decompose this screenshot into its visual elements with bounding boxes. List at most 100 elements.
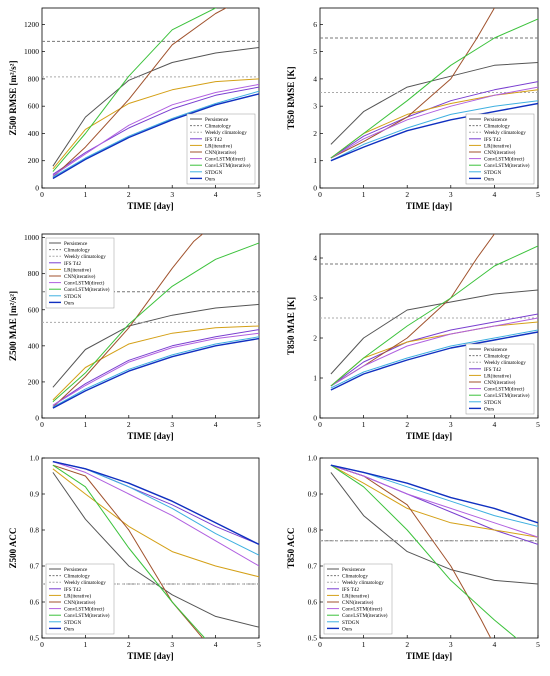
y-tick-label: 600 bbox=[28, 102, 40, 111]
legend-entry: Climatology bbox=[342, 574, 368, 580]
legend-entry: STDGN bbox=[64, 294, 82, 300]
legend-entry: ConvLSTM(iterative) bbox=[342, 612, 388, 619]
legend-entry: CNN(iterative) bbox=[64, 599, 96, 606]
series-line-stdgn bbox=[330, 329, 538, 389]
legend-entry: Weekly climatology bbox=[205, 130, 247, 136]
x-tick-label: 3 bbox=[449, 190, 453, 199]
legend-entry: LR(iterative) bbox=[64, 266, 91, 273]
series-line-ifs-t42 bbox=[52, 329, 259, 406]
x-tick-label: 1 bbox=[362, 420, 366, 429]
y-tick-label: 3 bbox=[313, 294, 317, 303]
x-tick-label: 5 bbox=[536, 640, 540, 649]
y-tick-label: 0.7 bbox=[308, 562, 318, 571]
legend-entry: LR(iterative) bbox=[484, 142, 511, 149]
x-tick-label: 0 bbox=[40, 420, 44, 429]
legend-entry: STDGN bbox=[484, 400, 502, 406]
series-line-ours bbox=[330, 464, 538, 524]
series-line-cnn-iterative- bbox=[52, 8, 228, 178]
y-axis-label: Z500 ACC bbox=[8, 528, 18, 569]
series-line-convlstm-iterative- bbox=[330, 245, 538, 387]
series-line-convlstm-direct- bbox=[330, 86, 538, 159]
y-axis-label: T850 MAE [K] bbox=[286, 297, 296, 355]
x-tick-label: 3 bbox=[170, 420, 174, 429]
series-line-stdgn bbox=[52, 90, 259, 178]
legend-entry: Climatology bbox=[64, 248, 90, 254]
y-tick-label: 5 bbox=[313, 47, 317, 56]
x-tick-label: 5 bbox=[536, 420, 540, 429]
legend-entry: Climatology bbox=[484, 124, 510, 130]
series-line-persistence bbox=[330, 62, 538, 145]
legend-entry: Persistence bbox=[484, 347, 508, 353]
series-line-convlstm-iterative- bbox=[52, 242, 259, 403]
y-tick-label: 600 bbox=[28, 305, 40, 314]
x-axis-label: TIME [day] bbox=[127, 431, 173, 441]
y-tick-label: 1000 bbox=[24, 47, 39, 56]
x-tick-label: 5 bbox=[257, 640, 261, 649]
x-tick-label: 5 bbox=[257, 190, 261, 199]
legend-entry: ConvLSTM(iterative) bbox=[64, 286, 110, 293]
y-axis-label: T850 RMSE [K] bbox=[286, 66, 296, 129]
y-tick-label: 0.5 bbox=[308, 634, 318, 643]
y-tick-label: 800 bbox=[28, 74, 40, 83]
series-line-cnn-iterative- bbox=[330, 8, 495, 159]
x-tick-label: 2 bbox=[127, 190, 131, 199]
x-tick-label: 3 bbox=[449, 640, 453, 649]
legend-entry: STDGN bbox=[205, 170, 223, 176]
y-tick-label: 1.0 bbox=[30, 454, 40, 463]
y-tick-label: 2 bbox=[313, 129, 317, 138]
x-tick-label: 3 bbox=[170, 190, 174, 199]
y-tick-label: 1000 bbox=[24, 233, 39, 242]
y-tick-label: 2 bbox=[313, 334, 317, 343]
y-axis-label: T850 ACC bbox=[286, 528, 296, 569]
legend-entry: Persistence bbox=[342, 567, 366, 573]
series-line-convlstm-direct- bbox=[52, 461, 259, 567]
series-line-convlstm-iterative- bbox=[330, 464, 517, 638]
series-line-stdgn bbox=[52, 336, 259, 408]
legend-entry: Persistence bbox=[205, 117, 229, 123]
x-tick-label: 2 bbox=[405, 640, 409, 649]
x-tick-label: 4 bbox=[493, 420, 497, 429]
x-tick-label: 1 bbox=[362, 640, 366, 649]
x-tick-label: 1 bbox=[84, 640, 88, 649]
legend-entry: Ours bbox=[484, 176, 494, 182]
y-tick-label: 0.6 bbox=[308, 598, 318, 607]
chart-panel-2: 0 1 2 3 4 5 0 1 2 3 4 5 6 TIME [day] T850 RMSE [K] Pers… bbox=[286, 7, 540, 211]
legend-entry: CNN(iterative) bbox=[484, 379, 516, 386]
y-tick-label: 4 bbox=[313, 74, 317, 83]
x-tick-label: 4 bbox=[493, 640, 497, 649]
legend-entry: STDGN bbox=[64, 620, 82, 626]
legend-entry: Persistence bbox=[64, 567, 88, 573]
series-line-persistence bbox=[52, 303, 259, 388]
legend-entry: Climatology bbox=[64, 574, 90, 580]
y-tick-label: 400 bbox=[28, 129, 40, 138]
legend-entry: Weekly climatology bbox=[342, 580, 384, 586]
x-tick-label: 2 bbox=[405, 190, 409, 199]
series-line-ours bbox=[330, 331, 538, 391]
y-tick-label: 3 bbox=[313, 102, 317, 111]
series-line-ifs-t42 bbox=[52, 86, 259, 175]
x-tick-label: 0 bbox=[318, 190, 322, 199]
series-line-cnn-iterative- bbox=[52, 464, 204, 638]
legend-entry: LR(iterative) bbox=[484, 372, 511, 379]
y-tick-label: 1.0 bbox=[308, 454, 318, 463]
legend-entry: IFS T42 bbox=[64, 587, 81, 593]
y-tick-label: 0.5 bbox=[30, 634, 40, 643]
series-group bbox=[42, 234, 259, 409]
series-line-lr-iterative- bbox=[52, 325, 259, 401]
y-tick-label: 0.8 bbox=[30, 526, 40, 535]
x-tick-label: 0 bbox=[40, 640, 44, 649]
x-axis-label: TIME [day] bbox=[406, 431, 452, 441]
legend-entry: ConvLSTM(iterative) bbox=[484, 392, 530, 399]
legend-entry: IFS T42 bbox=[484, 137, 501, 143]
legend-entry: IFS T42 bbox=[484, 367, 501, 373]
legend-entry: Persistence bbox=[64, 241, 88, 247]
x-tick-label: 1 bbox=[84, 420, 88, 429]
y-tick-label: 4 bbox=[313, 254, 317, 263]
y-tick-label: 200 bbox=[28, 377, 40, 386]
legend-entry: Ours bbox=[484, 406, 494, 412]
legend-entry: Ours bbox=[205, 176, 215, 182]
legend-entry: Ours bbox=[64, 300, 74, 306]
series-group bbox=[320, 234, 538, 391]
legend-entry: ConvLSTM(direct) bbox=[342, 606, 383, 613]
